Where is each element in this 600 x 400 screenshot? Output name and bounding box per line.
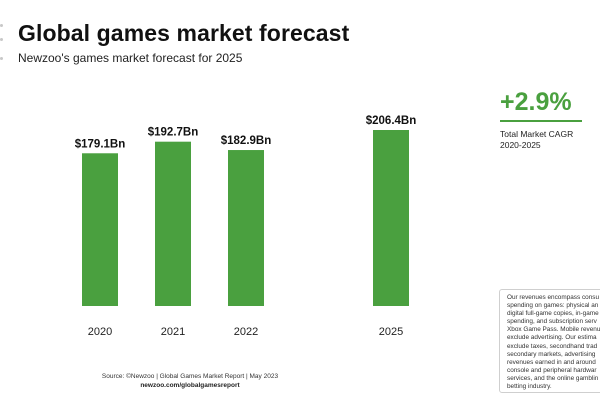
- bar-2022: [228, 150, 264, 306]
- x-tick-label: 2020: [88, 326, 112, 338]
- bar-chart: $179.1Bn 2020 $192.7Bn 2021 $182.9Bn 2022 $206…: [75, 115, 417, 338]
- source-credit: Source: ©Newzoo | Global Games Market Re…: [101, 373, 279, 380]
- bar-value-label: $206.4Bn: [366, 115, 417, 127]
- bar-value-label: $182.9Bn: [221, 135, 272, 147]
- x-tick-label: 2025: [379, 326, 403, 338]
- cagr-label-line: Total Market CAGR: [500, 129, 574, 139]
- edge-mark: [0, 57, 3, 60]
- methodology-note-text: Our revenues encompass consu spending on…: [507, 294, 600, 391]
- methodology-note: Our revenues encompass consu spending on…: [499, 289, 600, 393]
- x-tick-label: 2022: [234, 326, 258, 338]
- x-tick-label: 2021: [161, 326, 185, 338]
- source-url: newzoo.com/globalgamesreport: [140, 382, 240, 389]
- bar-2021: [155, 141, 191, 306]
- bar-2020: [82, 153, 118, 306]
- page-subtitle: Newzoo's games market forecast for 2025: [18, 51, 243, 65]
- cagr-label: Total Market CAGR 2020-2025: [500, 129, 595, 151]
- bar-2025: [373, 130, 409, 306]
- bar-value-label: $192.7Bn: [148, 127, 199, 139]
- page-title: Global games market forecast: [18, 20, 350, 46]
- edge-mark: [0, 38, 3, 41]
- cagr-divider: [500, 120, 582, 122]
- edge-mark: [0, 24, 3, 27]
- bar-value-label: $179.1Bn: [75, 138, 126, 150]
- cagr-label-line: 2020-2025: [500, 140, 541, 150]
- cagr-value: +2.9%: [500, 88, 572, 116]
